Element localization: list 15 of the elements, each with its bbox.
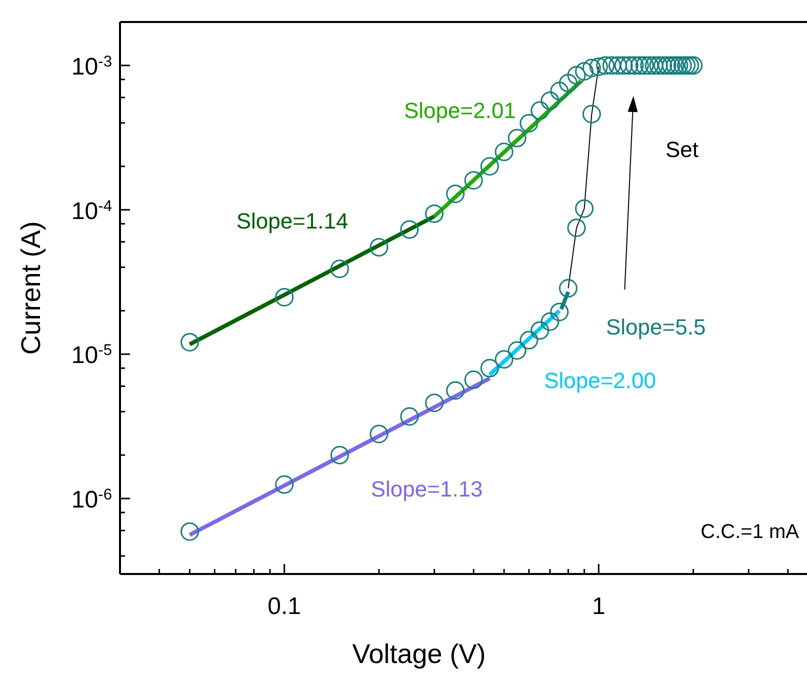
- series-label: Slope=2.01: [404, 98, 516, 124]
- y-axis-title: Current (A): [16, 221, 46, 355]
- x-tick-label: 0.1: [268, 593, 302, 620]
- y-tick-label: 10$^{-5}$: [71, 342, 112, 370]
- x-tick-label: 1: [592, 593, 606, 620]
- y-tick-label: 10$^{-3}$: [71, 52, 112, 80]
- annotation: C.C.=1 mA: [700, 521, 800, 543]
- x-axis-title: Voltage (V): [352, 639, 486, 669]
- y-tick-label: 10$^{-4}$: [71, 197, 112, 225]
- series-label: Slope=2.00: [544, 368, 656, 394]
- series-label: Slope=5.5: [606, 314, 706, 340]
- series-label: Slope=1.14: [236, 208, 348, 234]
- y-tick-label: 10$^{-6}$: [71, 486, 112, 514]
- annotation: Set: [665, 137, 698, 162]
- series-label: Slope=1.13: [370, 476, 483, 502]
